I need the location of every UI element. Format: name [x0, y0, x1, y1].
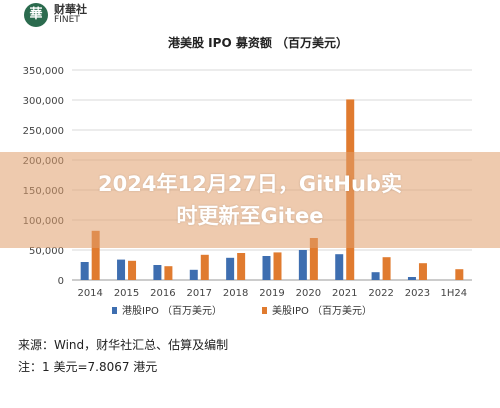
bar-us-ipo [128, 260, 137, 280]
y-tick-label: 350,000 [23, 66, 64, 77]
banner-line-2: 时更新至Gitee [176, 204, 324, 228]
bar-hk-ipo [117, 259, 126, 280]
bar-us-ipo [200, 254, 209, 280]
logo-en-text: FINET [54, 15, 80, 25]
banner-line-1: 2024年12月27日，GitHub实 [98, 172, 402, 196]
bar-hk-ipo [226, 257, 235, 280]
bar-us-ipo [237, 253, 246, 280]
source-note: 来源：Wind，财华社汇总、估算及编制 [18, 338, 229, 352]
logo-cn-text: 财華社 [54, 3, 87, 16]
bar-hk-ipo [80, 262, 89, 280]
exchange-note: 注：1 美元=7.8067 港元 [18, 360, 158, 374]
x-tick-label: 2018 [223, 288, 248, 299]
x-tick-label: 1H24 [441, 288, 468, 299]
y-tick-label: 50,000 [29, 246, 64, 257]
bar-us-ipo [309, 238, 318, 280]
finet-logo-mark: 華 [24, 3, 48, 27]
finet-logo-text: 财華社 FINET [54, 4, 87, 26]
x-tick-label: 2014 [77, 288, 102, 299]
bar-hk-ipo [262, 256, 271, 280]
bar-us-ipo [418, 263, 427, 280]
overlay-banner [0, 152, 500, 248]
x-tick-label: 2016 [150, 288, 175, 299]
bar-hk-ipo [189, 269, 198, 280]
legend-swatch-hk [112, 307, 117, 314]
bar-hk-ipo [153, 265, 162, 280]
legend-label-hk: 港股IPO （百万美元） [122, 304, 222, 317]
bar-us-ipo [91, 230, 100, 280]
chart-title: 港美股 IPO 募资额 （百万美元） [168, 35, 348, 50]
x-tick-label: 2019 [259, 288, 284, 299]
bar-us-ipo [455, 269, 464, 280]
legend-swatch-us [262, 307, 267, 314]
x-tick-label: 2015 [114, 288, 139, 299]
bar-us-ipo [382, 257, 391, 280]
finet-logo: 華 财華社 FINET [24, 3, 87, 27]
y-tick-label: 0 [58, 276, 64, 287]
x-tick-label: 2023 [405, 288, 430, 299]
x-tick-label: 2022 [368, 288, 393, 299]
bar-hk-ipo [371, 272, 380, 280]
y-tick-label: 250,000 [23, 126, 64, 137]
bar-hk-ipo [335, 254, 344, 280]
legend-label-us: 美股IPO （百万美元） [272, 304, 372, 317]
x-tick-label: 2021 [332, 288, 357, 299]
overlay-banner-text: 2024年12月27日，GitHub实 时更新至Gitee [0, 168, 500, 232]
x-tick-label: 2017 [187, 288, 212, 299]
bar-hk-ipo [298, 250, 307, 280]
bar-hk-ipo [407, 277, 416, 280]
y-tick-label: 300,000 [23, 96, 64, 107]
bar-us-ipo [164, 266, 173, 280]
bar-us-ipo [273, 252, 282, 280]
x-tick-label: 2020 [296, 288, 321, 299]
